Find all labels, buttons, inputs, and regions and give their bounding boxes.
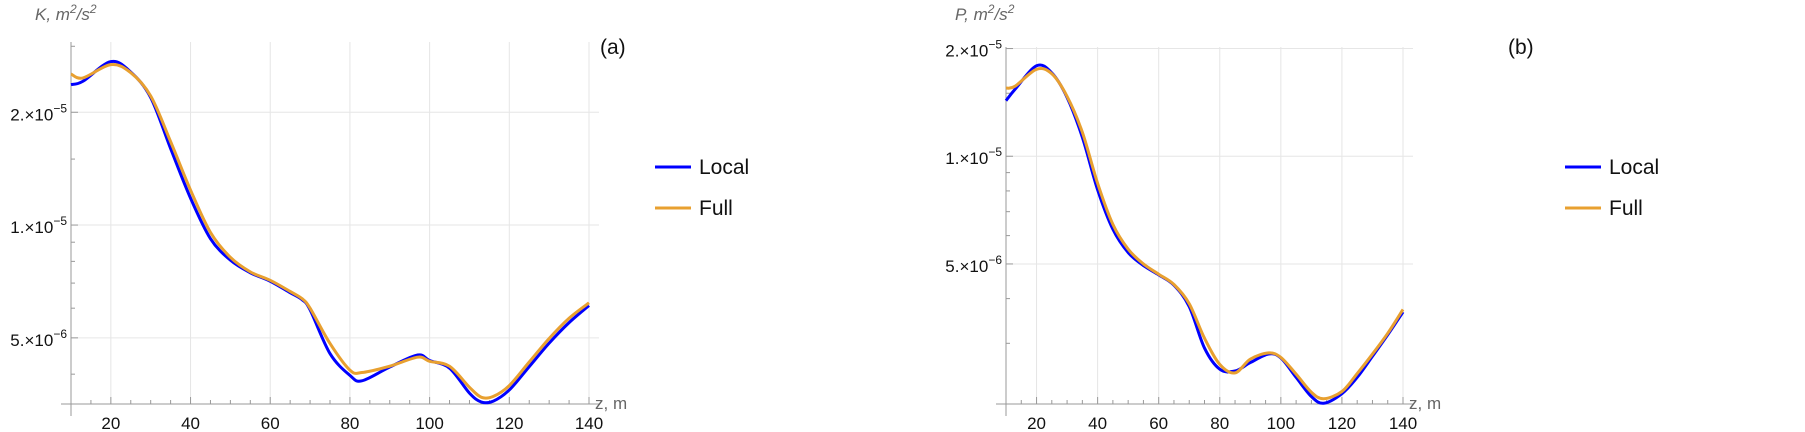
x-tick-label: 140 bbox=[575, 414, 603, 432]
x-axis-label: z, m bbox=[595, 394, 627, 413]
x-tick-label: 40 bbox=[1088, 414, 1107, 432]
y-tick-label: 5.×10−6 bbox=[10, 327, 67, 350]
y-tick-label: 5.×10−6 bbox=[945, 253, 1002, 276]
panel-label: (b) bbox=[1508, 36, 1534, 59]
y-axis-label: P, m2/s2 bbox=[955, 2, 1015, 24]
series-line-local bbox=[1004, 63, 1405, 405]
x-tick-label: 100 bbox=[1267, 414, 1295, 432]
legend-label-full: Full bbox=[1609, 197, 1643, 220]
chart-kinetic-energy: 20 40 60 80 100 120 140 2.×10−5 1.×10−5 5.×10−6 K,… bbox=[10, 2, 749, 432]
x-tick-label: 20 bbox=[101, 414, 120, 432]
x-tick-label: 60 bbox=[1149, 414, 1168, 432]
panel-label: (a) bbox=[600, 36, 626, 59]
series-line-local bbox=[70, 59, 590, 405]
y-tick-label: 1.×10−5 bbox=[945, 145, 1002, 168]
x-tick-label: 80 bbox=[1210, 414, 1229, 432]
legend-label-local: Local bbox=[1609, 156, 1659, 179]
chart-potential-energy: 20 40 60 80 100 120 140 2.×10−5 1.×10−5 5.×10−6 P,… bbox=[945, 2, 1659, 432]
y-tick-label: 2.×10−5 bbox=[945, 38, 1002, 61]
x-tick-label: 140 bbox=[1389, 414, 1417, 432]
x-axis-label: z, m bbox=[1409, 394, 1441, 413]
x-tick-label: 120 bbox=[1328, 414, 1356, 432]
legend-label-local: Local bbox=[699, 156, 749, 179]
x-tick-label: 120 bbox=[495, 414, 523, 432]
x-tick-label: 60 bbox=[261, 414, 280, 432]
y-tick-label: 2.×10−5 bbox=[10, 101, 67, 124]
y-tick-label: 1.×10−5 bbox=[10, 214, 67, 237]
series-line-full bbox=[70, 63, 590, 400]
x-tick-label: 80 bbox=[340, 414, 359, 432]
x-tick-label: 20 bbox=[1027, 414, 1046, 432]
x-tick-label: 40 bbox=[181, 414, 200, 432]
x-tick-label: 100 bbox=[415, 414, 443, 432]
y-axis-label: K, m2/s2 bbox=[35, 2, 97, 24]
legend-label-full: Full bbox=[699, 197, 733, 220]
series-line-full bbox=[1005, 66, 1405, 401]
